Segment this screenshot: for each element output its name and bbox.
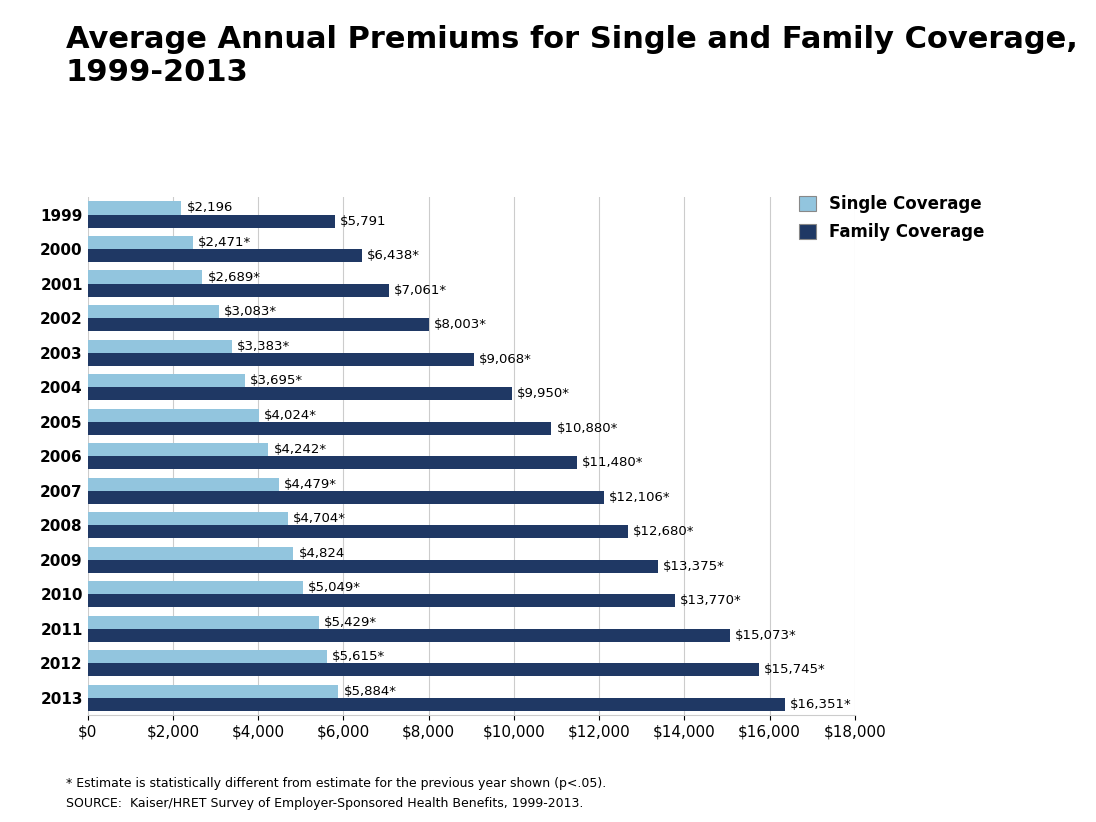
- Text: $4,704*: $4,704*: [294, 512, 346, 525]
- Bar: [88, 581, 302, 594]
- Text: $4,479*: $4,479*: [284, 478, 336, 491]
- Bar: [88, 650, 327, 663]
- Bar: [88, 374, 246, 387]
- Bar: [88, 560, 658, 573]
- Bar: [88, 594, 675, 607]
- Text: $2,196: $2,196: [186, 201, 232, 215]
- Text: FAMILY: FAMILY: [990, 781, 1043, 795]
- Text: $4,242*: $4,242*: [274, 443, 327, 456]
- Text: $4,824: $4,824: [298, 547, 344, 560]
- Bar: [88, 353, 475, 366]
- Bar: [88, 284, 389, 297]
- Text: $13,770*: $13,770*: [680, 594, 742, 607]
- Bar: [88, 698, 785, 711]
- Text: $13,375*: $13,375*: [663, 560, 724, 573]
- Bar: [88, 215, 334, 228]
- Text: SOURCE:  Kaiser/HRET Survey of Employer-Sponsored Health Benefits, 1999-2013.: SOURCE: Kaiser/HRET Survey of Employer-S…: [66, 797, 583, 810]
- Text: $5,791: $5,791: [340, 215, 386, 228]
- Bar: [88, 270, 203, 284]
- Text: FOUNDATION: FOUNDATION: [992, 803, 1041, 809]
- Legend: Single Coverage, Family Coverage: Single Coverage, Family Coverage: [799, 196, 984, 241]
- Text: $16,351*: $16,351*: [790, 698, 852, 711]
- Text: $9,068*: $9,068*: [479, 353, 533, 366]
- Text: Average Annual Premiums for Single and Family Coverage,
1999-2013: Average Annual Premiums for Single and F…: [66, 25, 1077, 87]
- Text: $9,950*: $9,950*: [517, 387, 570, 400]
- Bar: [88, 339, 232, 353]
- Text: $4,024*: $4,024*: [264, 409, 318, 422]
- Text: $2,471*: $2,471*: [198, 236, 251, 249]
- Bar: [88, 443, 269, 456]
- Bar: [88, 512, 288, 525]
- Bar: [88, 409, 259, 422]
- Text: $3,383*: $3,383*: [237, 339, 290, 353]
- Bar: [88, 236, 193, 249]
- Text: $6,438*: $6,438*: [367, 249, 420, 262]
- Text: $3,083*: $3,083*: [225, 305, 277, 318]
- Text: $12,106*: $12,106*: [608, 491, 671, 504]
- Bar: [88, 305, 219, 318]
- Bar: [88, 616, 319, 629]
- Bar: [88, 629, 730, 642]
- Bar: [88, 525, 628, 538]
- Text: $12,680*: $12,680*: [633, 525, 695, 538]
- Text: $3,695*: $3,695*: [250, 374, 304, 387]
- Text: $7,061*: $7,061*: [393, 284, 447, 297]
- Bar: [88, 685, 339, 698]
- Text: $5,615*: $5,615*: [332, 650, 386, 663]
- Text: * Estimate is statistically different from estimate for the previous year shown : * Estimate is statistically different fr…: [66, 777, 606, 790]
- Text: KAISER: KAISER: [989, 760, 1044, 774]
- Bar: [88, 318, 429, 331]
- Text: $2,689*: $2,689*: [207, 270, 261, 284]
- Text: $5,049*: $5,049*: [308, 581, 361, 594]
- Bar: [88, 387, 512, 400]
- Bar: [88, 201, 181, 215]
- Text: $15,745*: $15,745*: [764, 663, 825, 677]
- Bar: [88, 249, 362, 262]
- Text: $5,429*: $5,429*: [324, 616, 377, 629]
- Bar: [88, 478, 278, 491]
- Text: $15,073*: $15,073*: [735, 629, 797, 642]
- Bar: [88, 456, 576, 469]
- Text: $8,003*: $8,003*: [434, 318, 487, 331]
- Text: $10,880*: $10,880*: [557, 422, 618, 435]
- Text: THE HENRY J.: THE HENRY J.: [992, 741, 1041, 746]
- Bar: [88, 547, 294, 560]
- Bar: [88, 491, 604, 504]
- Bar: [88, 422, 551, 435]
- Text: $11,480*: $11,480*: [582, 456, 643, 469]
- Bar: [88, 663, 758, 677]
- Text: $5,884*: $5,884*: [343, 685, 397, 698]
